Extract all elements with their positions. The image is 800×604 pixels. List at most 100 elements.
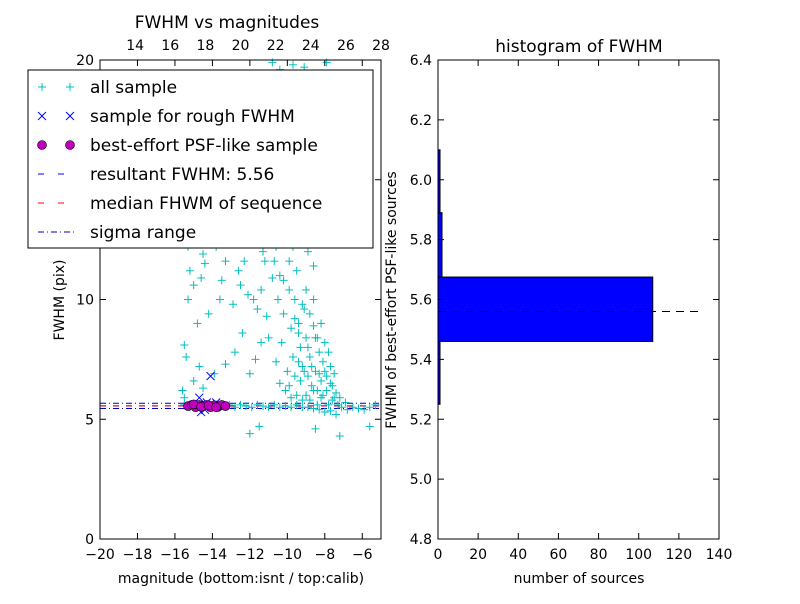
- legend-marker-circle-a: [38, 141, 47, 150]
- scatter-point-s0-98: [278, 339, 286, 347]
- scatter-point-s0-154: [332, 389, 340, 397]
- scatter-point-s0-111: [281, 387, 289, 395]
- scatter-point-s0-168: [257, 339, 265, 347]
- legend-marker-circle-b: [66, 141, 75, 150]
- scatter-point-s0-67: [265, 334, 273, 342]
- scatter-point-s0-116: [304, 343, 312, 351]
- scatter-point-s0-83: [306, 353, 314, 361]
- scatter-point-s0-103: [296, 377, 304, 385]
- histogram-bar-1: [438, 277, 653, 341]
- scatter-point-s0-134: [310, 296, 318, 304]
- scatter-point-s0-56: [229, 300, 237, 308]
- histogram-xtick-label: 140: [706, 547, 733, 563]
- legend-label: sample for rough FWHM: [90, 107, 295, 127]
- histogram-xtick-label: 40: [509, 547, 527, 563]
- scatter-point-s0-37: [311, 425, 319, 433]
- scatter-point-s0-153: [341, 398, 349, 406]
- scatter-point-s0-100: [285, 382, 293, 390]
- scatter-point-s0-47: [193, 319, 201, 327]
- scatter-point-s0-40: [178, 387, 186, 395]
- legend-label: all sample: [90, 78, 177, 98]
- scatter-point-s0-97: [272, 358, 280, 366]
- scatter-point-s0-79: [298, 363, 306, 371]
- scatter-xlabel: magnitude (bottom:isnt / top:calib): [118, 571, 364, 587]
- scatter-top-xtick-label: 16: [161, 38, 179, 54]
- scatter-top-xtick-label: 24: [302, 38, 320, 54]
- histogram-xtick-label: 80: [590, 547, 608, 563]
- scatter-point-s0-110: [276, 379, 284, 387]
- scatter-ytick-label: 5: [85, 412, 94, 428]
- scatter-point-s0-163: [222, 360, 230, 368]
- scatter-top-xtick-label: 28: [372, 38, 390, 54]
- scatter-point-s0-71: [280, 310, 288, 318]
- histogram-xtick-label: 100: [625, 547, 652, 563]
- scatter-point-s0-137: [321, 339, 329, 347]
- scatter-point-s0-108: [313, 401, 321, 409]
- scatter-point-s0-121: [323, 372, 331, 380]
- scatter-point-s0-126: [280, 276, 288, 284]
- histogram-ytick-label: 5.8: [410, 233, 432, 249]
- scatter-point-s0-66: [263, 312, 271, 320]
- scatter-point-s0-164: [231, 348, 239, 356]
- scatter-xtick-label: −20: [85, 547, 115, 563]
- scatter-point-s0-99: [283, 367, 291, 375]
- scatter-point-s0-77: [295, 319, 303, 327]
- scatter-ytick-label: 0: [85, 532, 94, 548]
- scatter-point-s0-75: [291, 296, 299, 304]
- histogram-xtick-label: 0: [434, 547, 443, 563]
- scatter-point-s0-101: [289, 353, 297, 361]
- scatter-point-s0-129: [291, 315, 299, 323]
- histogram-ytick-label: 5.0: [410, 472, 432, 488]
- scatter-point-s0-49: [201, 260, 209, 268]
- scatter-point-s0-46: [190, 281, 198, 289]
- scatter-xtick-label: −10: [273, 547, 303, 563]
- scatter-point-s0-39: [366, 422, 374, 430]
- scatter-top-xtick-label: 26: [337, 38, 355, 54]
- legend-label: median FHWM of sequence: [90, 194, 322, 214]
- scatter-point-s0-139: [326, 363, 334, 371]
- scatter-point-s0-51: [205, 310, 213, 318]
- scatter-point-s0-81: [302, 334, 310, 342]
- scatter-point-s0-115: [300, 367, 308, 375]
- legend-box: [28, 70, 373, 248]
- scatter-point-s0-142: [222, 257, 230, 265]
- histogram-title: histogram of FWHM: [495, 37, 662, 57]
- scatter-xtick-label: −6: [352, 547, 373, 563]
- scatter-xtick-label: −18: [123, 547, 153, 563]
- scatter-point-s0-161: [199, 384, 207, 392]
- scatter-point-s0-84: [308, 382, 316, 390]
- scatter-point-s0-61: [250, 296, 258, 304]
- scatter-point-s0-130: [295, 329, 303, 337]
- scatter-point-s0-107: [310, 387, 318, 395]
- scatter-ytick-label: 10: [76, 293, 94, 309]
- scatter-point-s0-136: [317, 319, 325, 327]
- scatter-point-s0-64: [261, 257, 269, 265]
- scatter-point-s0-144: [199, 250, 207, 258]
- scatter-point-s0-73: [285, 286, 293, 294]
- legend-label: resultant FWHM: 5.56: [90, 165, 274, 185]
- scatter-ytick-label: 20: [76, 53, 94, 69]
- scatter-point-s0-127: [285, 257, 293, 265]
- histogram-xtick-label: 60: [550, 547, 568, 563]
- scatter-plot: FWHM vs magnitudes −20−18−16−14−12−10−8−…: [28, 13, 390, 587]
- scatter-point-s0-138: [325, 348, 333, 356]
- scatter-top-xtick-label: 14: [126, 38, 144, 54]
- scatter-point-s0-169: [180, 394, 188, 402]
- scatter-point-s0-35: [246, 430, 254, 438]
- scatter-point-s0-27: [332, 410, 340, 418]
- scatter-point-s0-93: [325, 401, 333, 409]
- scatter-point-s0-148: [310, 262, 318, 270]
- scatter-xtick-label: −12: [235, 547, 265, 563]
- scatter-point-s0-70: [276, 272, 284, 280]
- scatter-point-s0-105: [302, 391, 310, 399]
- scatter-point-s0-42: [180, 341, 188, 349]
- histogram-ytick-label: 4.8: [410, 532, 432, 548]
- scatter-title: FWHM vs magnitudes: [135, 13, 320, 33]
- scatter-point-s2-10: [221, 402, 230, 411]
- scatter-xtick-label: −16: [160, 547, 190, 563]
- scatter-top-xtick-label: 18: [196, 38, 214, 54]
- scatter-point-s0-62: [253, 305, 261, 313]
